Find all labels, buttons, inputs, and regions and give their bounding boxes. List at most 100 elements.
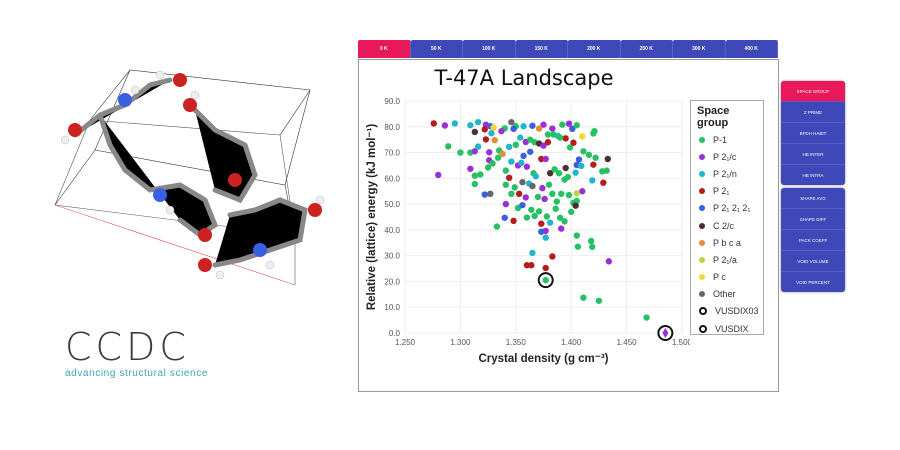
- data-point: [542, 264, 549, 272]
- legend-title: Space group: [697, 105, 730, 129]
- temperature-tabs: 0 K 50 K 100 K 150 K 200 K 250 K 300 K 4…: [358, 40, 778, 58]
- data-point: [543, 213, 551, 220]
- data-point: [566, 144, 574, 151]
- legend-item[interactable]: P 2₁: [691, 183, 763, 200]
- shape-avg-button[interactable]: SHAPE AVG: [781, 188, 845, 209]
- legend-item[interactable]: P c: [691, 269, 763, 286]
- tab-200k[interactable]: 200 K: [568, 40, 621, 58]
- pack-coeff-button[interactable]: PACK COEFF: [781, 230, 845, 251]
- data-point: [592, 154, 599, 161]
- data-point: [562, 164, 569, 172]
- data-point: [487, 190, 494, 197]
- tab-300k[interactable]: 300 K: [673, 40, 726, 58]
- legend-item[interactable]: P-1: [691, 131, 763, 148]
- legend-item[interactable]: P 2₁ 2₁ 2₁: [691, 200, 763, 217]
- ccdc-logo: CCDC advancing structural science: [65, 328, 208, 379]
- data-point: [505, 143, 513, 151]
- y-tick-label: 90.0: [384, 97, 400, 106]
- data-point: [511, 184, 518, 191]
- legend-label: P c: [713, 272, 726, 283]
- data-point: [435, 171, 442, 179]
- space-group-button[interactable]: SPACE GROUP: [781, 81, 845, 102]
- data-point: [493, 223, 501, 230]
- bfdh-habit-button[interactable]: BFDH HABIT: [781, 123, 845, 144]
- legend-marker: [699, 136, 705, 143]
- data-point: [515, 190, 523, 197]
- legend-label: C 2/c: [713, 220, 735, 231]
- x-tick-label: 1.450: [617, 338, 638, 347]
- data-point: [562, 135, 569, 142]
- data-point: [531, 212, 538, 220]
- property-panel-2: SHAPE AVG SHAPE DIFF PACK COEFF VOID VOL…: [781, 188, 845, 292]
- legend-label: VUSDIX03: [715, 306, 759, 317]
- legend-label: P-1: [713, 134, 728, 145]
- data-point: [561, 218, 568, 225]
- data-point: [549, 190, 556, 197]
- data-point: [494, 154, 502, 161]
- x-tick-label: 1.400: [561, 338, 582, 347]
- data-point: [529, 182, 536, 190]
- data-point: [529, 122, 536, 129]
- data-point: [540, 142, 547, 149]
- hb-intra-button[interactable]: HB INTRA: [802, 172, 824, 178]
- data-point: [546, 219, 554, 226]
- data-point: [471, 148, 479, 155]
- legend-label: VUSDIX: [715, 323, 749, 334]
- data-point: [502, 181, 510, 188]
- tab-150k[interactable]: 150 K: [515, 40, 568, 58]
- data-point: [565, 191, 573, 199]
- legend-item[interactable]: P 2₁/c: [691, 148, 763, 165]
- z-prime-button[interactable]: Z PRIME: [781, 102, 845, 123]
- data-point: [544, 131, 552, 138]
- legend-label: P b c a: [713, 237, 741, 248]
- legend-label: P 2₁: [713, 186, 730, 197]
- data-point: [486, 149, 493, 156]
- data-point: [575, 156, 583, 163]
- y-tick-label: 70.0: [384, 149, 400, 158]
- data-point: [589, 243, 596, 251]
- legend-item[interactable]: P 2₁/a: [691, 251, 763, 268]
- legend-marker: [699, 274, 705, 281]
- data-point: [540, 121, 547, 128]
- data-point: [510, 217, 517, 225]
- tab-0k[interactable]: 0 K: [358, 40, 411, 58]
- data-point: [662, 328, 669, 338]
- legend-label: P 2₁/c: [713, 151, 737, 162]
- data-point: [544, 139, 552, 146]
- data-point: [545, 181, 553, 188]
- data-point: [508, 158, 515, 165]
- data-point: [499, 150, 506, 158]
- logo-tagline: advancing structural science: [65, 368, 208, 379]
- y-axis-label: Relative (lattice) energy (kJ mol⁻¹): [366, 124, 378, 310]
- data-point: [498, 127, 505, 135]
- legend-item[interactable]: VUSDIX: [691, 320, 763, 337]
- legend-marker: [699, 205, 705, 212]
- data-point: [532, 173, 539, 180]
- data-point: [573, 232, 580, 239]
- y-tick-label: 60.0: [384, 174, 400, 183]
- legend-item[interactable]: Other: [691, 286, 763, 303]
- legend-marker: [699, 170, 705, 177]
- y-tick-label: 50.0: [384, 200, 400, 209]
- data-point: [481, 191, 488, 198]
- data-point: [535, 208, 543, 215]
- legend-item[interactable]: C 2/c: [691, 217, 763, 234]
- data-point: [643, 314, 650, 321]
- data-point: [595, 297, 603, 304]
- legend-item[interactable]: P 2₁/n: [691, 165, 763, 182]
- tab-400k[interactable]: 400 K: [725, 40, 778, 58]
- legend-item[interactable]: P b c a: [691, 234, 763, 251]
- data-point: [570, 139, 577, 146]
- hb-inter-button[interactable]: HB INTER: [781, 144, 845, 165]
- tab-50k[interactable]: 50 K: [410, 40, 463, 58]
- tab-100k[interactable]: 100 K: [463, 40, 516, 58]
- legend-ring-marker: [699, 324, 707, 333]
- void-volume-button[interactable]: VOID VOLUME: [781, 251, 845, 272]
- shape-diff-button[interactable]: SHAPE DIFF: [781, 209, 845, 230]
- data-point: [590, 130, 597, 137]
- data-point: [529, 249, 536, 257]
- void-percent-button[interactable]: VOID PERCENT: [796, 279, 830, 285]
- legend-item[interactable]: VUSDIX03: [691, 303, 763, 320]
- tab-250k[interactable]: 250 K: [620, 40, 673, 58]
- data-point: [474, 143, 482, 150]
